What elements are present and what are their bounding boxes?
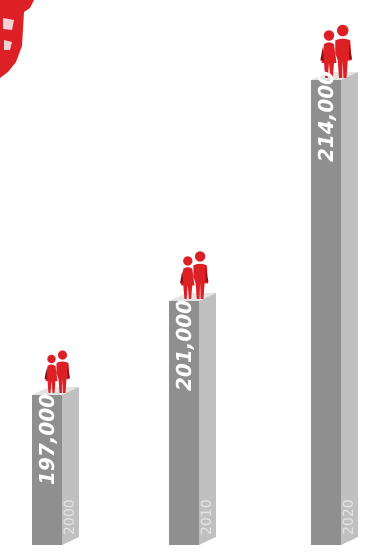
year-label: 2010: [199, 499, 215, 535]
bar-top-face: [169, 293, 216, 301]
bar-front-face: [169, 301, 199, 545]
bar-side-face: [341, 72, 358, 545]
woman-figure: [44, 354, 58, 393]
emblem-shape: [0, 0, 34, 78]
couple-icon: [320, 24, 353, 78]
man-figure: [193, 251, 209, 299]
bar-top-face: [32, 387, 79, 395]
bar-side-face: [199, 293, 216, 545]
year-label: 2000: [62, 499, 78, 535]
couple-icon: [179, 251, 209, 299]
man-figure: [56, 350, 70, 393]
bar-2020: [311, 24, 358, 545]
woman-figure: [320, 30, 337, 78]
bar-side-face: [62, 387, 79, 545]
bar-front-face: [311, 80, 341, 545]
value-label: 214,000: [314, 71, 338, 162]
bar-2010: [169, 251, 216, 545]
value-label: 197,000: [35, 394, 59, 485]
couple-icon: [44, 350, 70, 393]
bar-2000: [32, 350, 79, 545]
bar-front-face: [32, 395, 62, 545]
value-label: 201,000: [172, 300, 196, 391]
woman-figure: [179, 256, 195, 299]
bars: [32, 24, 358, 545]
man-figure: [335, 24, 353, 78]
year-label: 2020: [341, 499, 357, 535]
emblem-fragment-icon: [0, 0, 34, 78]
emblem-texture: [3, 18, 14, 50]
